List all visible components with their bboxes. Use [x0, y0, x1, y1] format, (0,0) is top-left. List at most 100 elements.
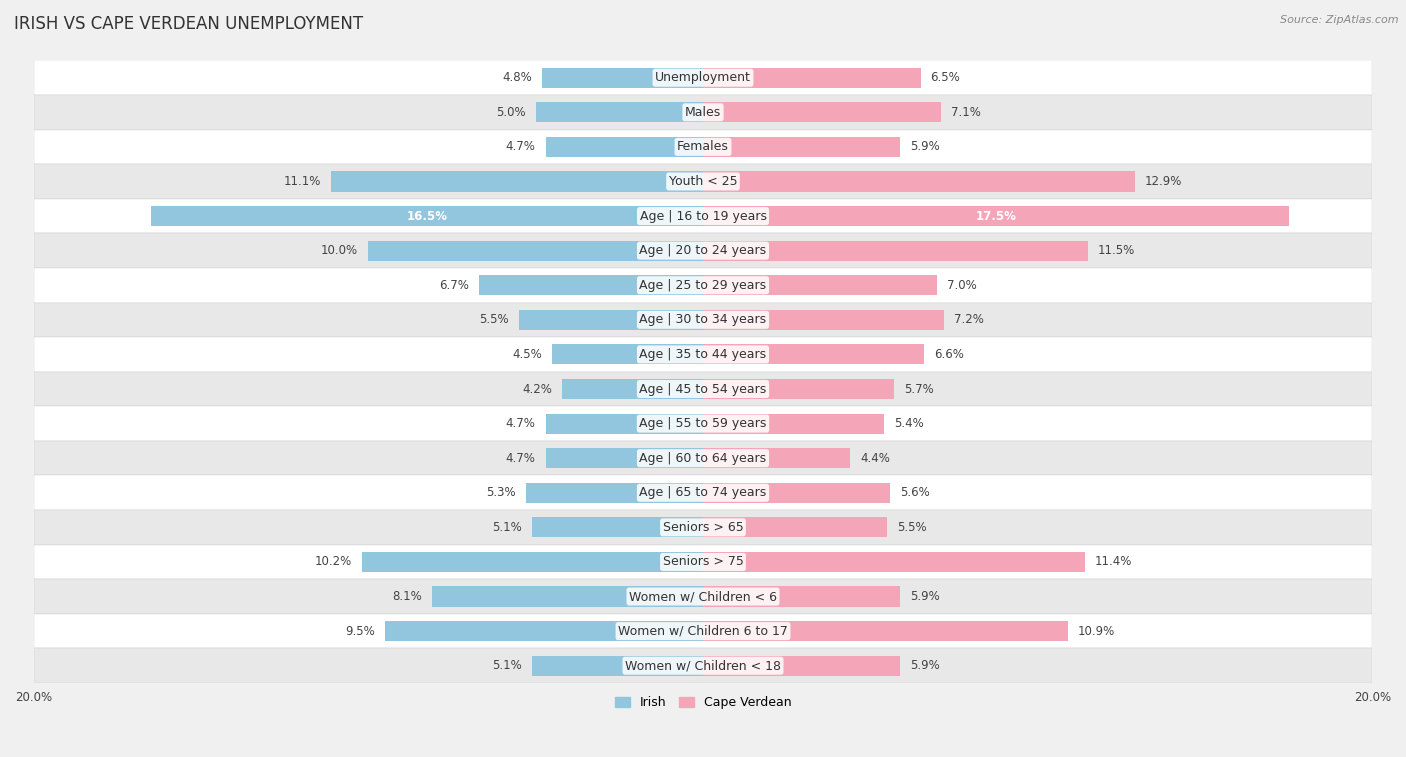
Bar	[332, 171, 703, 192]
Text: 6.7%: 6.7%	[439, 279, 468, 291]
Bar	[34, 199, 1372, 233]
Bar	[703, 67, 921, 88]
Text: Women w/ Children < 6: Women w/ Children < 6	[628, 590, 778, 603]
Text: 4.7%: 4.7%	[506, 417, 536, 430]
Text: Age | 45 to 54 years: Age | 45 to 54 years	[640, 382, 766, 395]
Text: 11.1%: 11.1%	[284, 175, 322, 188]
Bar	[703, 276, 938, 295]
Text: 5.7%: 5.7%	[904, 382, 934, 395]
Text: 10.2%: 10.2%	[315, 556, 352, 569]
Bar	[368, 241, 703, 260]
Bar	[34, 303, 1372, 337]
Text: 11.5%: 11.5%	[1098, 245, 1135, 257]
Text: 5.1%: 5.1%	[492, 521, 522, 534]
Bar	[34, 475, 1372, 510]
Bar	[34, 337, 1372, 372]
Bar	[546, 137, 703, 157]
Bar	[526, 483, 703, 503]
Bar	[703, 379, 894, 399]
Bar	[703, 102, 941, 123]
Bar	[703, 656, 900, 676]
Text: Women w/ Children < 18: Women w/ Children < 18	[626, 659, 780, 672]
Text: Age | 30 to 34 years: Age | 30 to 34 years	[640, 313, 766, 326]
Text: 4.7%: 4.7%	[506, 452, 536, 465]
Bar	[432, 587, 703, 606]
Bar	[361, 552, 703, 572]
Bar	[34, 544, 1372, 579]
Text: 5.9%: 5.9%	[911, 140, 941, 154]
Text: 4.4%: 4.4%	[860, 452, 890, 465]
Text: Age | 25 to 29 years: Age | 25 to 29 years	[640, 279, 766, 291]
Bar	[536, 102, 703, 123]
Bar	[703, 344, 924, 364]
Text: 4.8%: 4.8%	[502, 71, 533, 84]
Text: 17.5%: 17.5%	[976, 210, 1017, 223]
Bar	[703, 587, 900, 606]
Bar	[703, 137, 900, 157]
Text: 6.6%: 6.6%	[934, 348, 965, 361]
Text: 10.0%: 10.0%	[321, 245, 359, 257]
Text: 10.9%: 10.9%	[1078, 625, 1115, 637]
Bar	[703, 448, 851, 469]
Text: Age | 35 to 44 years: Age | 35 to 44 years	[640, 348, 766, 361]
Bar	[562, 379, 703, 399]
Text: 11.4%: 11.4%	[1095, 556, 1132, 569]
Bar	[34, 95, 1372, 129]
Text: 5.9%: 5.9%	[911, 659, 941, 672]
Text: 5.5%: 5.5%	[897, 521, 927, 534]
Text: 8.1%: 8.1%	[392, 590, 422, 603]
Text: Females: Females	[678, 140, 728, 154]
Text: 9.5%: 9.5%	[346, 625, 375, 637]
Text: 7.0%: 7.0%	[948, 279, 977, 291]
Text: Women w/ Children 6 to 17: Women w/ Children 6 to 17	[619, 625, 787, 637]
Text: Males: Males	[685, 106, 721, 119]
Bar	[543, 67, 703, 88]
Bar	[703, 552, 1084, 572]
Bar	[34, 407, 1372, 441]
Bar	[385, 621, 703, 641]
Text: 12.9%: 12.9%	[1144, 175, 1182, 188]
Bar	[703, 483, 890, 503]
Text: Youth < 25: Youth < 25	[669, 175, 737, 188]
Text: 5.0%: 5.0%	[496, 106, 526, 119]
Text: 16.5%: 16.5%	[406, 210, 447, 223]
Bar	[703, 171, 1135, 192]
Bar	[703, 621, 1067, 641]
Bar	[34, 441, 1372, 475]
Text: 4.5%: 4.5%	[513, 348, 543, 361]
Bar	[519, 310, 703, 330]
Bar	[34, 164, 1372, 199]
Bar	[150, 206, 703, 226]
Text: Seniors > 75: Seniors > 75	[662, 556, 744, 569]
Text: 6.5%: 6.5%	[931, 71, 960, 84]
Bar	[533, 656, 703, 676]
Text: 5.5%: 5.5%	[479, 313, 509, 326]
Bar	[546, 413, 703, 434]
Text: Unemployment: Unemployment	[655, 71, 751, 84]
Text: Age | 20 to 24 years: Age | 20 to 24 years	[640, 245, 766, 257]
Bar	[34, 614, 1372, 649]
Text: 5.4%: 5.4%	[894, 417, 924, 430]
Text: Age | 60 to 64 years: Age | 60 to 64 years	[640, 452, 766, 465]
Text: Age | 65 to 74 years: Age | 65 to 74 years	[640, 486, 766, 500]
Bar	[703, 413, 884, 434]
Bar	[533, 517, 703, 537]
Bar	[478, 276, 703, 295]
Bar	[34, 129, 1372, 164]
Bar	[703, 517, 887, 537]
Text: 7.1%: 7.1%	[950, 106, 980, 119]
Text: Age | 16 to 19 years: Age | 16 to 19 years	[640, 210, 766, 223]
Legend: Irish, Cape Verdean: Irish, Cape Verdean	[610, 691, 796, 714]
Bar	[34, 61, 1372, 95]
Bar	[34, 372, 1372, 407]
Text: Seniors > 65: Seniors > 65	[662, 521, 744, 534]
Bar	[553, 344, 703, 364]
Bar	[703, 241, 1088, 260]
Bar	[34, 510, 1372, 544]
Text: 7.2%: 7.2%	[955, 313, 984, 326]
Bar	[34, 233, 1372, 268]
Text: 5.6%: 5.6%	[900, 486, 931, 500]
Text: 5.3%: 5.3%	[486, 486, 516, 500]
Text: 5.9%: 5.9%	[911, 590, 941, 603]
Bar	[34, 268, 1372, 303]
